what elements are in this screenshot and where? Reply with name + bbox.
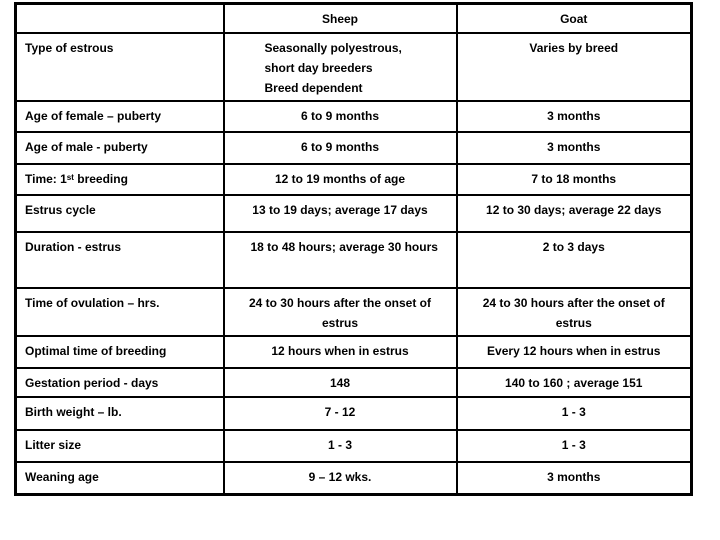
sheep-value-cell: 12 hours when in estrus [222, 334, 458, 369]
sheep-value-cell: Seasonally polyestrous, short day breede… [222, 31, 458, 102]
sheep-value-cell: 18 to 48 hours; average 30 hours [222, 230, 458, 289]
goat-value-cell: 7 to 18 months [455, 162, 693, 196]
goat-value-cell: 24 to 30 hours after the onset of estrus [455, 286, 693, 337]
column-header-sheep: Sheep [222, 2, 458, 34]
row-label-cell: Age of male - puberty [14, 130, 225, 165]
table-row: Weaning age 9 – 12 wks. 3 months [14, 460, 693, 496]
goat-value-cell: 3 months [455, 460, 693, 496]
table-row: Gestation period - days 148 140 to 160 ;… [14, 366, 693, 398]
table-row: Estrus cycle 13 to 19 days; average 17 d… [14, 193, 693, 233]
row-label-cell: Litter size [14, 428, 225, 463]
sheep-value-cell: 148 [222, 366, 458, 398]
row-label-cell: Birth weight – lb. [14, 395, 225, 431]
goat-value-cell: 140 to 160 ; average 151 [455, 366, 693, 398]
row-label-cell: Estrus cycle [14, 193, 225, 233]
row-label-cell: Time of ovulation – hrs. [14, 286, 225, 337]
table-row: Litter size 1 - 3 1 - 3 [14, 428, 693, 463]
row-label-cell: Weaning age [14, 460, 225, 496]
table-row: Type of estrous Seasonally polyestrous, … [14, 31, 693, 102]
header-blank-cell [14, 2, 225, 34]
sheep-value-cell: 6 to 9 months [222, 130, 458, 165]
goat-value-cell: Varies by breed [455, 31, 693, 102]
sheep-value-cell: 7 - 12 [222, 395, 458, 431]
column-header-goat: Goat [455, 2, 693, 34]
sheep-goat-comparison-table: Sheep Goat Type of estrous Seasonally po… [14, 2, 693, 496]
goat-value-cell: 1 - 3 [455, 428, 693, 463]
table-row: Time: 1ˢᵗ breeding 12 to 19 months of ag… [14, 162, 693, 196]
table-row: Time of ovulation – hrs. 24 to 30 hours … [14, 286, 693, 337]
sheep-value-cell: 13 to 19 days; average 17 days [222, 193, 458, 233]
sheep-value-cell: 9 – 12 wks. [222, 460, 458, 496]
goat-value-cell: Every 12 hours when in estrus [455, 334, 693, 369]
sheep-value-cell: 1 - 3 [222, 428, 458, 463]
goat-value-cell: 3 months [455, 99, 693, 133]
table-row: Age of male - puberty 6 to 9 months 3 mo… [14, 130, 693, 165]
sheep-value-cell: 12 to 19 months of age [222, 162, 458, 196]
row-label-cell: Duration - estrus [14, 230, 225, 289]
row-label-cell: Type of estrous [14, 31, 225, 102]
table-row: Birth weight – lb. 7 - 12 1 - 3 [14, 395, 693, 431]
header-row: Sheep Goat [14, 2, 693, 34]
row-label-cell: Time: 1ˢᵗ breeding [14, 162, 225, 196]
row-label-cell: Age of female – puberty [14, 99, 225, 133]
table-row: Age of female – puberty 6 to 9 months 3 … [14, 99, 693, 133]
goat-value-cell: 1 - 3 [455, 395, 693, 431]
row-label-cell: Optimal time of breeding [14, 334, 225, 369]
row-label-cell: Gestation period - days [14, 366, 225, 398]
table-row: Duration - estrus 18 to 48 hours; averag… [14, 230, 693, 289]
table-row: Optimal time of breeding 12 hours when i… [14, 334, 693, 369]
sheep-value-cell: 24 to 30 hours after the onset of estrus [222, 286, 458, 337]
goat-value-cell: 3 months [455, 130, 693, 165]
sheep-value-cell: 6 to 9 months [222, 99, 458, 133]
goat-value-cell: 2 to 3 days [455, 230, 693, 289]
goat-value-cell: 12 to 30 days; average 22 days [455, 193, 693, 233]
